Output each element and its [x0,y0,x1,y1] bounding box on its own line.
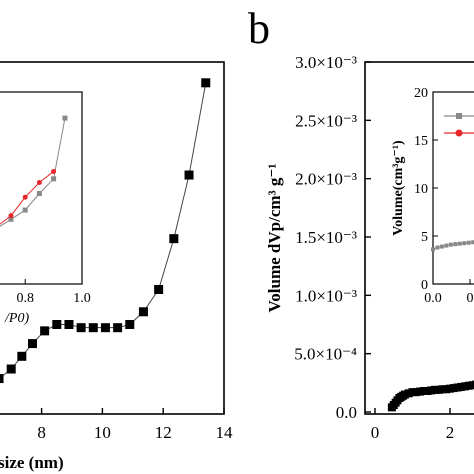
panel-b-inset-series-1-point [462,241,467,246]
panel-b-inset-series-1-line [432,241,474,250]
panel-a-inset-series-1-point [22,207,28,213]
panel-b-inset-series-1-point [457,241,462,246]
panel-b-inset-y-tick-label: 5 [421,230,428,245]
panel-b-inset-series-1-point [453,242,458,247]
panel-a-series-point [64,320,74,329]
panel-a: 8 10 12 14 size (nm) 0.8 1.0 /P0) [0,61,233,472]
panel-a-inset-x-ticks: 0.8 1.0 [16,279,91,306]
panel-b-inset-frame [432,91,474,285]
panel-b-inset-y-tick-label: 15 [414,134,428,149]
panel-a-inset-series-2-point [36,179,42,185]
panel-a-inset-series [0,115,68,228]
panel-b-inset-y-tick-label: 20 [414,86,428,101]
panel-b-inset-series-1-point [466,240,471,245]
panel-b-series [387,380,474,412]
panel-b-series-point [468,381,474,390]
panel-a-series-point [113,323,123,333]
panel-a-inset-series-1-point [62,115,68,121]
panel-b-frame [364,61,474,415]
panel-a-inset-series-1-point [51,176,57,182]
panel-b-y-tick-label: 3.0×10⁻³ [295,53,357,72]
panel-a-series [0,78,211,384]
panel-a-series-point [201,78,211,88]
panel-b-inset-series-1-point [444,243,449,248]
panel-a-x-ticks: 8 10 12 14 [37,408,233,442]
panel-a-inset-series-2-point [8,213,14,219]
panel-a-series-point [27,339,37,349]
panel-b-inset-series-1-point [435,245,440,250]
panel-b-inset-series-1-point [448,242,453,247]
panel-a-series-point [40,326,50,336]
panel-a-series-point [125,320,135,329]
panel-b-inset-y-ticks: 0 5 10 15 20 [414,86,438,293]
panel-a-series-point [169,234,179,244]
panel-a-series-point [154,285,164,295]
panel-a-inset-frame [0,91,83,285]
panel-a-frame [0,61,225,415]
panel-b-inset-y-tick-label: 10 [414,182,428,197]
panel-b-inset-y-tick-label: 0 [421,278,428,293]
panel-b-inset-series-1-point [471,240,474,245]
panel-a-series-point [138,307,148,317]
panel-b-inset-x-tick-label: 0 [467,291,474,306]
panel-a-x-tick-label: 8 [37,423,46,442]
panel-a-inset-series-1-point [36,191,42,197]
panel-b-inset-series [431,240,474,252]
panel-b-inset-x-tick-label: 0.0 [424,291,442,306]
panel-a-series-point [6,364,16,374]
panel-a-series-point [184,170,194,180]
panel-a-series-point [76,323,86,333]
panel-a-series-point [88,323,98,333]
panel-a-inset-series-2-point [22,194,28,200]
panel-label-b: b [248,4,270,53]
panel-b-inset-legend-marker [456,113,462,119]
panel-b-series-point [472,380,474,389]
panel-b-inset-legend [444,113,474,137]
panel-a-series-point [0,374,4,384]
panel-b-x-tick-label: 0 [371,423,380,442]
panel-a-series-point [52,320,62,329]
panel-a-series-point [17,351,27,361]
panel-b-x-tick-label: 2 [446,423,455,442]
panel-b-y-tick-label: 2.5×10⁻³ [295,111,357,130]
panel-b-y-tick-label: 1.5×10⁻³ [295,228,357,247]
panel-b-y-tick-label: 1.0×10⁻³ [295,286,357,305]
panel-b-inset-legend-marker [455,129,463,137]
panel-a-x-tick-label: 14 [216,423,234,442]
panel-b-inset-y-label: Volume(cm³g⁻¹) [391,140,406,236]
panel-a-inset-x-label: /P0) [4,311,29,326]
panel-b-y-tick-label: 5.0×10⁻⁴ [294,345,357,364]
panel-a-x-tick-label: 12 [155,423,172,442]
panel-b-inset-series-1-point [431,247,435,252]
panel-a-inset-series-2-point [51,168,57,174]
panel-b: 0.0 5.0×10⁻⁴ 1.0×10⁻³ 1.5×10⁻³ 2.0×10⁻³ 2.5×1… [265,53,474,442]
panel-b-inset-x-ticks: 0.0 0 [424,279,474,306]
panel-a-x-axis-label: size (nm) [0,453,64,472]
panel-b-y-axis-label: Volume dVp/cm³ g⁻¹ [265,164,284,313]
panel-b-inset-series-1-point [439,244,444,249]
panel-a-inset-series-1-point [8,216,14,222]
panel-a-inset-x-tick-label: 0.8 [16,291,34,306]
panel-b-y-tick-label: 0.0 [336,403,357,422]
panel-a-inset-x-tick-label: 1.0 [73,291,91,306]
panel-a-x-tick-label: 10 [94,423,111,442]
panel-b-y-tick-label: 2.0×10⁻³ [295,170,357,189]
panel-b-y-ticks: 0.0 5.0×10⁻⁴ 1.0×10⁻³ 1.5×10⁻³ 2.0×10⁻³ 2.5×1… [294,53,371,422]
panel-a-series-point [100,323,110,333]
